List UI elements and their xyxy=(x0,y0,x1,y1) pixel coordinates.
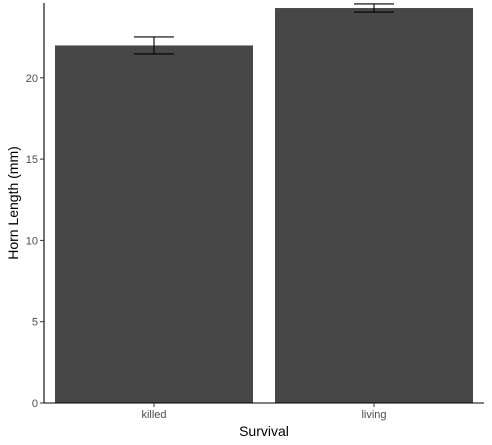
x-ticks: killed living xyxy=(141,403,387,421)
x-axis-title: Survival xyxy=(239,423,289,439)
x-tick-label: killed xyxy=(141,409,166,421)
y-tick-label: 20 xyxy=(26,73,38,85)
y-tick-label: 15 xyxy=(26,154,38,166)
y-tick-label: 5 xyxy=(32,317,38,329)
y-axis-title: Horn Length (mm) xyxy=(5,146,21,260)
bar-living xyxy=(275,8,473,404)
error-bars-layer xyxy=(134,3,394,55)
y-tick-label: 10 xyxy=(26,235,38,247)
bars-layer xyxy=(55,8,473,404)
bar-killed xyxy=(55,45,253,403)
y-tick-label: 0 xyxy=(32,398,38,410)
y-ticks: 0 5 10 15 20 xyxy=(26,73,44,410)
x-tick-label: living xyxy=(361,409,386,421)
